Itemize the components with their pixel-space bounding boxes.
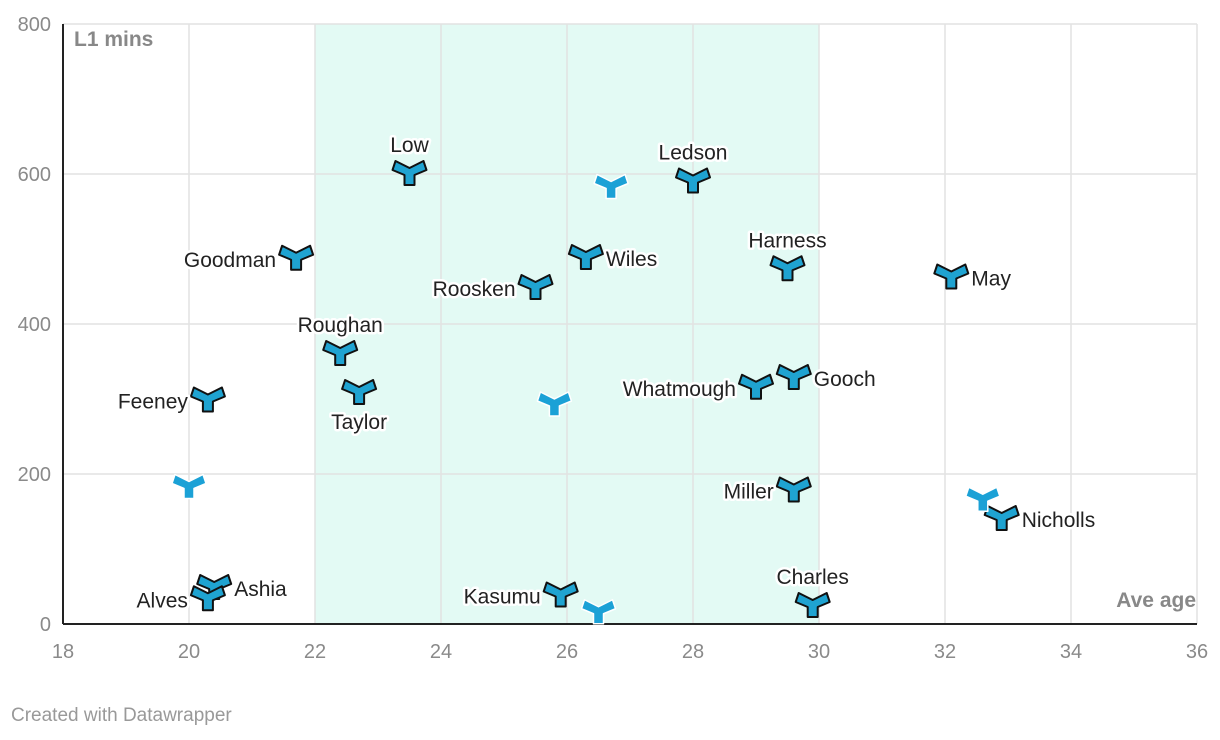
marker-unlabeled[interactable] bbox=[171, 473, 207, 500]
label-charles: Charles bbox=[777, 566, 849, 589]
x-tick-label: 22 bbox=[304, 641, 326, 663]
axis-layer: 18 20 22 24 26 28 30 32 34 36 0 200 400 600 800 bbox=[18, 14, 1209, 663]
marker-kasumu[interactable] bbox=[542, 581, 579, 608]
marker-unlabeled[interactable] bbox=[965, 486, 1001, 512]
marker-feeney[interactable] bbox=[189, 386, 226, 413]
x-tick-label: 28 bbox=[682, 641, 704, 663]
marker-wiles[interactable] bbox=[567, 244, 604, 270]
label-low: Low bbox=[390, 134, 429, 157]
label-roosken: Roosken bbox=[433, 278, 516, 301]
marker-whatmough[interactable] bbox=[738, 373, 774, 400]
marker-gooch[interactable] bbox=[775, 364, 812, 390]
label-kasumu: Kasumu bbox=[464, 586, 541, 609]
x-tick-label: 18 bbox=[52, 641, 74, 663]
y-tick-label: 600 bbox=[18, 164, 51, 186]
marker-miller[interactable] bbox=[775, 476, 812, 503]
label-nicholls: Nicholls bbox=[1022, 509, 1096, 532]
y-tick-label: 400 bbox=[18, 314, 51, 336]
y-axis-title: L1 mins bbox=[74, 28, 153, 51]
label-goodman: Goodman bbox=[184, 249, 276, 272]
marker-goodman[interactable] bbox=[278, 244, 315, 271]
label-roughan: Roughan bbox=[298, 314, 383, 337]
x-tick-label: 24 bbox=[430, 641, 452, 663]
grid-layer bbox=[63, 23, 1198, 624]
x-tick-label: 26 bbox=[556, 641, 578, 663]
marker-nicholls[interactable] bbox=[983, 505, 1020, 531]
marker-ledson[interactable] bbox=[675, 167, 711, 194]
label-miller: Miller bbox=[724, 481, 774, 504]
x-tick-label: 36 bbox=[1186, 641, 1208, 663]
x-tick-label: 20 bbox=[178, 641, 200, 663]
y-tick-label: 800 bbox=[18, 14, 51, 36]
marker-roughan[interactable] bbox=[322, 340, 359, 366]
marker-taylor[interactable] bbox=[341, 379, 378, 405]
datawrapper-credit[interactable]: Created with Datawrapper bbox=[11, 705, 232, 726]
x-axis-title: Ave age bbox=[1116, 589, 1196, 612]
label-wiles: Wiles bbox=[606, 248, 657, 271]
label-ashia: Ashia bbox=[234, 578, 287, 601]
label-whatmough: Whatmough bbox=[623, 378, 736, 401]
marker-may[interactable] bbox=[933, 263, 970, 290]
marker-low[interactable] bbox=[391, 160, 428, 186]
x-tick-label: 34 bbox=[1060, 641, 1082, 663]
x-tick-label: 30 bbox=[808, 641, 830, 663]
marker-roosken[interactable] bbox=[517, 274, 554, 300]
label-may: May bbox=[971, 268, 1011, 291]
marker-unlabeled[interactable] bbox=[536, 391, 573, 417]
y-tick-label: 0 bbox=[40, 614, 51, 636]
marker-harness[interactable] bbox=[769, 255, 806, 282]
label-feeney: Feeney bbox=[118, 391, 189, 414]
marker-unlabeled[interactable] bbox=[593, 173, 629, 200]
label-harness: Harness bbox=[748, 229, 826, 252]
marker-layer bbox=[171, 160, 1020, 625]
marker-unlabeled[interactable] bbox=[580, 599, 617, 625]
y-tick-label: 200 bbox=[18, 464, 51, 486]
marker-charles[interactable] bbox=[794, 592, 831, 618]
label-layer: Low Ledson Goodman Wiles Harness May Roosken Ro… bbox=[115, 132, 1097, 615]
label-alves: Alves bbox=[137, 589, 188, 612]
x-tick-label: 32 bbox=[934, 641, 956, 663]
label-taylor: Taylor bbox=[331, 411, 387, 434]
marker-alves[interactable] bbox=[189, 585, 226, 612]
label-gooch: Gooch bbox=[814, 368, 876, 391]
label-ledson: Ledson bbox=[659, 142, 728, 165]
